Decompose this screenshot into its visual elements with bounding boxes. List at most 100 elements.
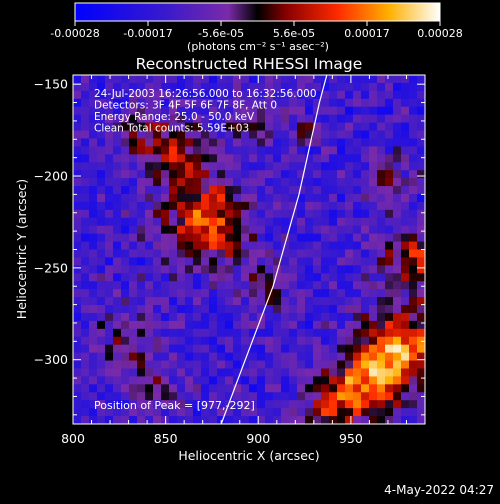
heatmap-cell <box>81 170 90 179</box>
heatmap-cell <box>209 336 218 346</box>
heatmap-cell <box>225 328 234 338</box>
heatmap-cell <box>113 201 122 211</box>
heatmap-cell <box>73 146 82 155</box>
heatmap-cell <box>345 178 354 187</box>
heatmap-cell <box>417 376 425 385</box>
heatmap-cell <box>249 297 258 306</box>
heatmap-cell <box>193 186 202 195</box>
heatmap-cell <box>289 384 298 393</box>
heatmap-cell <box>297 376 306 385</box>
heatmap-cell <box>209 146 218 155</box>
heatmap-cell <box>97 130 106 140</box>
heatmap-cell <box>209 376 218 385</box>
heatmap-cell <box>377 336 386 346</box>
heatmap-cell <box>369 320 378 330</box>
heatmap-cell <box>217 193 226 203</box>
heatmap-cell <box>305 344 314 354</box>
heatmap-cell <box>161 328 170 338</box>
heatmap-cell <box>121 273 130 282</box>
heatmap-cell <box>97 154 106 163</box>
heatmap-cell <box>145 106 154 116</box>
heatmap-cell <box>241 249 250 259</box>
heatmap-cell <box>265 217 274 227</box>
heatmap-cell <box>177 122 186 132</box>
heatmap-cell <box>241 186 250 195</box>
heatmap-cell <box>185 154 194 163</box>
y-tick-label: −250 <box>34 260 68 275</box>
heatmap-cell <box>289 75 298 84</box>
heatmap-cell <box>153 392 162 401</box>
heatmap-cell <box>401 209 410 219</box>
heatmap-cell <box>225 249 234 259</box>
heatmap-cell <box>297 217 306 227</box>
heatmap-cell <box>273 257 282 266</box>
heatmap-cell <box>377 368 386 378</box>
heatmap-cell <box>385 217 394 227</box>
heatmap-cell <box>81 217 90 227</box>
heatmap-cell <box>161 305 170 314</box>
heatmap-cell <box>89 320 98 330</box>
heatmap-cell <box>105 360 114 370</box>
heatmap-cell <box>385 201 394 211</box>
heatmap-cell <box>137 360 146 370</box>
heatmap-cell <box>289 305 298 314</box>
heatmap-cell <box>89 90 98 100</box>
heatmap-cell <box>409 273 418 282</box>
heatmap-cell <box>225 265 234 274</box>
heatmap-cell <box>233 209 242 219</box>
heatmap-cell <box>377 289 386 298</box>
heatmap-cell <box>89 289 98 298</box>
heatmap-cell <box>345 416 354 424</box>
heatmap-cell <box>377 416 386 424</box>
heatmap-cell <box>201 281 210 290</box>
heatmap-cell <box>297 328 306 338</box>
heatmap-cell <box>81 392 90 401</box>
heatmap-cell <box>137 201 146 211</box>
heatmap-cell <box>217 376 226 385</box>
heatmap-cell <box>329 281 338 290</box>
heatmap-cell <box>353 154 362 163</box>
heatmap-cell <box>409 297 418 306</box>
heatmap-cell <box>113 352 122 362</box>
heatmap-cell <box>81 265 90 274</box>
heatmap-cell <box>177 400 186 409</box>
heatmap-cell <box>177 328 186 338</box>
heatmap-cell <box>417 320 425 330</box>
heatmap-cell <box>393 225 402 235</box>
heatmap-cell <box>209 154 218 163</box>
heatmap-cell <box>161 170 170 179</box>
heatmap-cell <box>345 352 354 362</box>
heatmap-cell <box>113 98 122 108</box>
heatmap-cell <box>377 400 386 409</box>
heatmap-cell <box>153 146 162 155</box>
heatmap-cell <box>337 209 346 219</box>
heatmap-cell <box>409 265 418 274</box>
heatmap-cell <box>225 225 234 235</box>
heatmap-cell <box>81 281 90 290</box>
heatmap-cell <box>225 170 234 179</box>
heatmap-cell <box>81 289 90 298</box>
heatmap-cell <box>249 392 258 401</box>
heatmap-cell <box>313 400 322 409</box>
heatmap-cell <box>273 352 282 362</box>
heatmap-cell <box>313 201 322 211</box>
heatmap-cell <box>113 384 122 393</box>
axes: 800 850 900 950−300−250−200−150 <box>34 75 426 446</box>
heatmap-cell <box>233 193 242 203</box>
heatmap-cell <box>313 416 322 424</box>
heatmap-cell <box>169 98 178 108</box>
heatmap-cell <box>297 352 306 362</box>
heatmap-cell <box>313 328 322 338</box>
heatmap-cell <box>401 217 410 227</box>
heatmap-cell <box>105 241 114 251</box>
heatmap-cell <box>289 225 298 235</box>
colorbar-tick-label: 0.00028 <box>417 27 463 40</box>
heatmap-cell <box>193 154 202 163</box>
heatmap-cell <box>153 360 162 370</box>
heatmap-cell <box>313 273 322 282</box>
heatmap-cell <box>345 392 354 401</box>
heatmap-cell <box>121 162 130 171</box>
heatmap-cell <box>329 233 338 243</box>
heatmap-cell <box>305 289 314 298</box>
annotation-line: Clean Total counts: 5.59E+03 <box>94 123 249 135</box>
